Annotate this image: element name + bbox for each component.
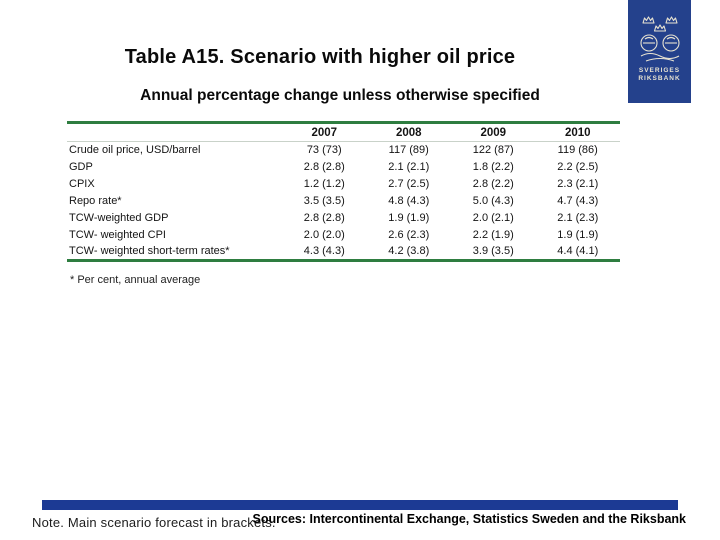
table-row: TCW- weighted short-term rates* 4.3 (4.3)… — [67, 244, 620, 261]
row-label: Repo rate* — [69, 195, 122, 207]
table-row: GDP 2.8 (2.8) 2.1 (2.1) 1.8 (2.2) 2.2 (2.5) — [67, 159, 620, 176]
table-cell: 2.7 (2.5) — [388, 178, 430, 190]
logo-line2: RIKSBANK — [638, 75, 681, 82]
year-header: 2008 — [366, 122, 451, 142]
table-cell: 2.0 (2.0) — [303, 229, 345, 241]
row-label: Crude oil price, USD/barrel — [69, 144, 201, 157]
footer-sources: Sources: Intercontinental Exchange, Stat… — [252, 512, 686, 526]
table-row: CPIX 1.2 (1.2) 2.7 (2.5) 2.8 (2.2) 2.3 (2.1) — [67, 176, 620, 193]
riksbank-crest-icon — [639, 16, 680, 62]
corner-cell — [67, 122, 282, 142]
table-cell: 2.3 (2.1) — [557, 178, 599, 190]
row-label: TCW- weighted CPI — [69, 229, 166, 241]
table-cell: 2.6 (2.3) — [388, 229, 430, 241]
table-header-row: 2007 2008 2009 2010 — [67, 122, 620, 142]
table-row: TCW- weighted CPI 2.0 (2.0) 2.6 (2.3) 2.2 (… — [67, 227, 620, 244]
table-cell: 2.8 (2.8) — [303, 161, 345, 173]
table-cell: 117 (89) — [388, 144, 429, 157]
table-cell: 1.9 (1.9) — [557, 229, 599, 241]
table-cell: 1.9 (1.9) — [388, 212, 430, 224]
riksbank-logo: SVERIGES RIKSBANK — [628, 0, 691, 103]
table-row: Crude oil price, USD/barrel 73 (73) 117 (8… — [67, 142, 620, 159]
page-title: Table A15. Scenario with higher oil pric… — [124, 46, 516, 68]
table-row: Repo rate* 3.5 (3.5) 4.8 (4.3) 5.0 (4.3) 4.7… — [67, 193, 620, 210]
table-body: Crude oil price, USD/barrel 73 (73) 117 (8… — [67, 142, 620, 261]
logo-line1: SVERIGES — [638, 67, 681, 74]
table-cell: 3.5 (3.5) — [303, 195, 345, 207]
footer-note: Note. Main scenario forecast in brackets… — [32, 515, 276, 530]
table-cell: 2.0 (2.1) — [472, 212, 514, 224]
table-cell: 119 (86) — [557, 144, 598, 157]
table-cell: 4.8 (4.3) — [388, 195, 430, 207]
table-cell: 3.9 (3.5) — [472, 245, 514, 258]
row-label: TCW-weighted GDP — [69, 212, 169, 224]
row-label: CPIX — [69, 178, 95, 190]
table-cell: 2.8 (2.2) — [472, 178, 514, 190]
table-cell: 5.0 (4.3) — [472, 195, 514, 207]
table-cell: 1.2 (1.2) — [303, 178, 345, 190]
data-table: 2007 2008 2009 2010 Crude oil price, USD/ba… — [67, 121, 620, 262]
table-cell: 4.2 (3.8) — [388, 245, 430, 258]
table-cell: 73 (73) — [306, 144, 342, 157]
year-header: 2010 — [535, 122, 620, 142]
table-cell: 4.4 (4.1) — [557, 245, 599, 258]
row-label: TCW- weighted short-term rates* — [69, 245, 230, 258]
footer-bar — [42, 500, 678, 510]
year-header: 2009 — [451, 122, 536, 142]
table-cell: 2.1 (2.3) — [557, 212, 599, 224]
table-cell: 122 (87) — [472, 144, 514, 157]
table-cell: 2.2 (2.5) — [557, 161, 599, 173]
table-cell: 2.1 (2.1) — [388, 161, 430, 173]
table-cell: 4.3 (4.3) — [303, 245, 345, 258]
table-cell: 2.2 (1.9) — [472, 229, 514, 241]
riksbank-logo-text: SVERIGES RIKSBANK — [628, 67, 691, 83]
page-subtitle: Annual percentage change unless otherwis… — [140, 87, 540, 104]
year-header: 2007 — [282, 122, 367, 142]
row-label: GDP — [69, 161, 93, 173]
table-row: TCW-weighted GDP 2.8 (2.8) 1.9 (1.9) 2.0 (2… — [67, 210, 620, 227]
table-cell: 4.7 (4.3) — [557, 195, 599, 207]
table-cell: 1.8 (2.2) — [472, 161, 514, 173]
table-wrap: 2007 2008 2009 2010 Crude oil price, USD/ba… — [67, 121, 620, 262]
table-cell: 2.8 (2.8) — [303, 212, 345, 224]
table-footnote: * Per cent, annual average — [70, 274, 201, 286]
